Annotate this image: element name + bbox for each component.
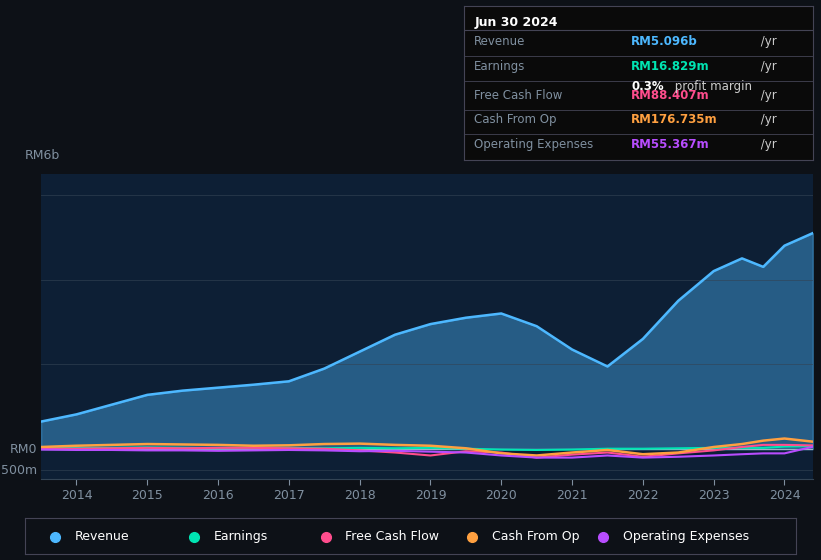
Text: /yr: /yr	[757, 60, 777, 73]
Text: Jun 30 2024: Jun 30 2024	[475, 16, 557, 29]
Text: Operating Expenses: Operating Expenses	[623, 530, 749, 543]
Text: Earnings: Earnings	[475, 60, 525, 73]
Text: RM88.407m: RM88.407m	[631, 88, 710, 102]
Text: -RM500m: -RM500m	[0, 464, 37, 477]
Text: 0.3%: 0.3%	[631, 80, 664, 94]
Text: RM55.367m: RM55.367m	[631, 138, 710, 151]
Text: RM6b: RM6b	[25, 150, 60, 162]
Text: RM176.735m: RM176.735m	[631, 114, 718, 127]
Text: Cash From Op: Cash From Op	[475, 114, 557, 127]
Text: Earnings: Earnings	[213, 530, 268, 543]
Text: Revenue: Revenue	[75, 530, 130, 543]
Text: Free Cash Flow: Free Cash Flow	[475, 88, 562, 102]
Text: /yr: /yr	[757, 88, 777, 102]
Text: Free Cash Flow: Free Cash Flow	[345, 530, 439, 543]
Text: /yr: /yr	[757, 138, 777, 151]
Text: /yr: /yr	[757, 114, 777, 127]
Text: Cash From Op: Cash From Op	[492, 530, 579, 543]
Text: Revenue: Revenue	[475, 35, 525, 48]
Text: RM16.829m: RM16.829m	[631, 60, 710, 73]
Text: profit margin: profit margin	[672, 80, 753, 94]
Text: RM0: RM0	[10, 442, 37, 456]
Text: /yr: /yr	[757, 35, 777, 48]
Text: Operating Expenses: Operating Expenses	[475, 138, 594, 151]
Text: RM5.096b: RM5.096b	[631, 35, 698, 48]
